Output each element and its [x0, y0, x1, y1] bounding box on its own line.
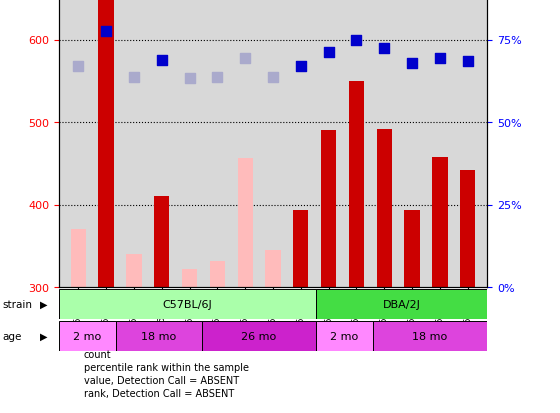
Text: value, Detection Call = ABSENT: value, Detection Call = ABSENT [84, 375, 239, 385]
Point [268, 74, 277, 81]
Text: C57BL/6J: C57BL/6J [162, 299, 212, 309]
Point [129, 75, 138, 81]
Bar [316, 321, 373, 351]
Text: ▶: ▶ [40, 299, 48, 309]
Point [157, 58, 166, 64]
Bar [265, 250, 281, 287]
Bar [59, 321, 116, 351]
Bar [404, 211, 420, 287]
Point [101, 29, 110, 36]
Point [408, 60, 417, 67]
Point [436, 55, 445, 62]
Bar [71, 230, 86, 287]
Bar [59, 289, 316, 319]
Bar [99, 0, 114, 287]
Text: DBA/2J: DBA/2J [382, 299, 421, 309]
Point [352, 37, 361, 44]
Bar [373, 321, 487, 351]
Bar [182, 269, 197, 287]
Point [380, 45, 389, 52]
Bar [293, 211, 309, 287]
Text: 2 mo: 2 mo [330, 331, 358, 341]
Bar [316, 289, 487, 319]
Bar [116, 321, 202, 351]
Text: count: count [84, 349, 111, 359]
Text: rank, Detection Call = ABSENT: rank, Detection Call = ABSENT [84, 388, 234, 398]
Text: age: age [3, 331, 22, 341]
Bar [321, 131, 337, 287]
Point [463, 59, 472, 65]
Text: 18 mo: 18 mo [413, 331, 447, 341]
Text: 26 mo: 26 mo [241, 331, 276, 341]
Text: strain: strain [3, 299, 33, 309]
Bar [209, 261, 225, 287]
Bar [237, 159, 253, 287]
Text: 18 mo: 18 mo [141, 331, 176, 341]
Point [213, 75, 222, 81]
Point [296, 64, 305, 70]
Bar [460, 171, 475, 287]
Text: percentile rank within the sample: percentile rank within the sample [84, 362, 249, 372]
Bar [154, 197, 169, 287]
Bar [349, 81, 364, 287]
Bar [202, 321, 316, 351]
Point [241, 55, 250, 62]
Text: 2 mo: 2 mo [73, 331, 101, 341]
Bar [432, 158, 447, 287]
Bar [126, 254, 142, 287]
Point [324, 50, 333, 56]
Text: ▶: ▶ [40, 331, 48, 341]
Point [74, 64, 83, 70]
Point [185, 76, 194, 82]
Bar [377, 129, 392, 287]
